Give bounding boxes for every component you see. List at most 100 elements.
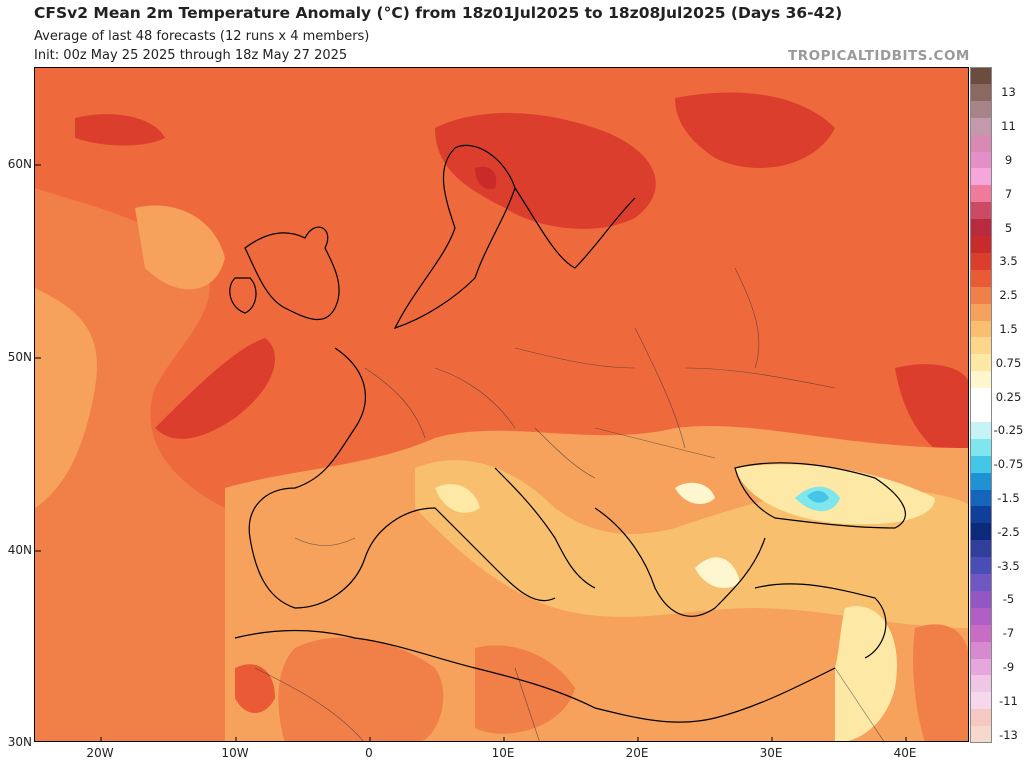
border-12 — [834, 667, 885, 741]
colorbar-label: -13 — [999, 727, 1018, 742]
colorbar-label: 11 — [1001, 119, 1016, 134]
colorbar-swatch — [970, 286, 992, 305]
colorbar-swatch — [970, 624, 992, 643]
colorbar-swatch — [970, 168, 992, 186]
colorbar-swatch — [970, 202, 992, 220]
init-time: Init: 00z May 25 2025 through 18z May 27… — [34, 48, 348, 63]
border-9 — [294, 537, 356, 546]
colorbar-swatch — [970, 252, 992, 271]
coast-black-sea — [734, 462, 906, 529]
field-arabia-warm — [913, 624, 968, 741]
colorbar-swatch — [970, 269, 992, 288]
field-balkan-pale — [675, 482, 715, 504]
colorbar-label: -9 — [1002, 659, 1015, 674]
colorbar-swatch — [970, 371, 992, 389]
colorbar-label: -0.75 — [993, 457, 1024, 472]
lat-label-60n: 60N — [7, 157, 32, 171]
field-libya-warm — [475, 645, 575, 734]
colorbar-label: -3.5 — [997, 558, 1020, 573]
colorbar-swatch — [970, 421, 992, 440]
field-levant-pale — [835, 606, 897, 741]
lat-label-40n: 40N — [7, 543, 32, 557]
border-2 — [434, 367, 516, 429]
colorbar-labels: 13 11 9 7 5 3.5 2.5 1.5 0.75 0.25 -0.25 -0.75 -1.5 -2… — [993, 67, 1024, 743]
colorbar-swatch — [970, 658, 992, 676]
colorbar-label: -11 — [999, 693, 1018, 708]
colorbar-swatch — [970, 472, 992, 490]
coastlines — [229, 144, 906, 723]
field-morocco-warm — [235, 664, 275, 713]
colorbar-swatch — [970, 219, 992, 237]
colorbar-swatch — [970, 117, 992, 136]
border-4 — [634, 327, 686, 449]
colorbar-swatch — [970, 185, 992, 203]
lon-label-40e: 40E — [893, 746, 917, 760]
colorbar-swatch — [970, 590, 992, 609]
colorbar-label: 1.5 — [999, 321, 1018, 336]
field-sahara-warm — [278, 637, 444, 741]
colorbar-label: 13 — [1001, 85, 1016, 100]
colorbar-frame — [970, 67, 992, 743]
coast-sweden — [514, 187, 636, 269]
lon-label-30e: 30E — [759, 746, 783, 760]
colorbar-swatch — [970, 236, 992, 254]
map-graphic — [35, 68, 968, 741]
border-6 — [594, 427, 716, 459]
country-borders — [254, 267, 885, 741]
coast-britain — [244, 226, 340, 321]
colorbar-label: -1.5 — [997, 490, 1020, 505]
coast-ireland — [229, 277, 257, 314]
lat-label-50n: 50N — [7, 350, 32, 364]
colorbar-swatch — [970, 83, 992, 102]
colorbar-swatch — [970, 337, 992, 355]
colorbar-swatch — [970, 354, 992, 372]
coast-north-africa — [234, 629, 836, 723]
colorbar-swatch — [970, 303, 992, 321]
colorbar-swatch — [970, 320, 992, 338]
colorbar-label: 0.75 — [995, 355, 1022, 370]
colorbar — [970, 67, 992, 744]
colorbar-swatch — [970, 692, 992, 710]
colorbar-label: 7 — [1004, 186, 1013, 201]
border-5 — [684, 367, 836, 389]
colorbar-swatch — [970, 134, 992, 152]
border-1 — [364, 367, 426, 439]
coast-balkans — [594, 507, 766, 617]
colorbar-swatch — [970, 641, 992, 659]
colorbar-swatch — [970, 438, 992, 457]
field-east-warm — [895, 364, 968, 468]
lon-label-10e: 10E — [491, 746, 515, 760]
lon-label-0: 0 — [365, 746, 373, 760]
lon-label-10w: 10W — [221, 746, 249, 760]
colorbar-swatch — [970, 67, 992, 85]
credit-watermark: TROPICALTIDBITS.COM — [788, 48, 970, 64]
coast-italy — [494, 467, 596, 589]
colorbar-swatch — [970, 557, 992, 575]
border-8 — [734, 267, 760, 369]
anomaly-map — [34, 67, 969, 742]
field-scandinavia-warm — [435, 113, 656, 229]
colorbar-label: 2.5 — [999, 288, 1018, 303]
border-3 — [514, 347, 636, 369]
field-cool-core — [807, 490, 829, 503]
colorbar-swatch — [970, 506, 992, 524]
coast-norway — [393, 144, 516, 330]
field-atlantic-west — [35, 288, 97, 508]
lon-label-20e: 20E — [625, 746, 649, 760]
colorbar-swatch — [970, 675, 992, 693]
field-atlantic-warm — [155, 338, 275, 439]
map-title: CFSv2 Mean 2m Temperature Anomaly (°C) f… — [34, 4, 843, 22]
coast-turkey — [754, 583, 887, 659]
colorbar-swatch — [970, 388, 992, 406]
colorbar-swatch — [970, 709, 992, 727]
field-finland-warm — [675, 92, 835, 168]
colorbar-swatch — [970, 455, 992, 474]
colorbar-label: -7 — [1002, 626, 1015, 641]
colorbar-label: -2.5 — [997, 524, 1020, 539]
colorbar-label: 5 — [1004, 220, 1013, 235]
colorbar-label: 9 — [1004, 152, 1013, 167]
lon-label-20w: 20W — [86, 746, 114, 760]
field-atlantic-patch — [135, 205, 225, 290]
border-7 — [534, 427, 596, 479]
field-north-atlantic-warm — [75, 114, 165, 146]
